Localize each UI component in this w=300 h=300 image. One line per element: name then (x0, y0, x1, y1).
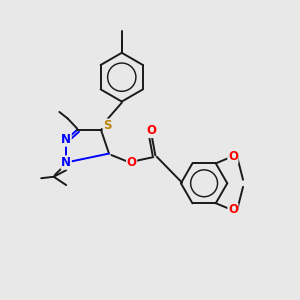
Text: O: O (228, 150, 238, 163)
Text: O: O (127, 156, 136, 169)
Text: O: O (228, 203, 238, 216)
Text: N: N (61, 156, 71, 169)
Text: S: S (103, 119, 112, 132)
Text: O: O (146, 124, 157, 137)
Text: N: N (61, 133, 71, 146)
